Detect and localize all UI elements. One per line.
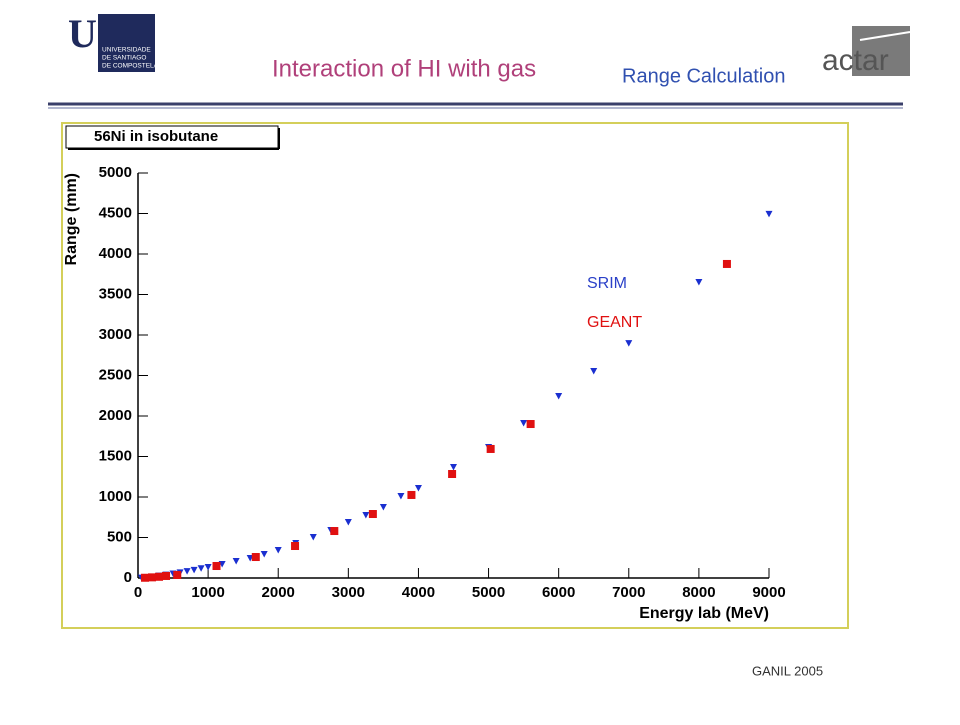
- data-point: [407, 490, 416, 499]
- data-point: [450, 464, 457, 471]
- usc-sub: UNIVERSIDADE: [102, 47, 151, 54]
- y-axis-title: Range (mm): [63, 173, 80, 265]
- data-point: [251, 553, 260, 562]
- data-point: [368, 510, 377, 519]
- data-point: [526, 420, 535, 429]
- data-point: [722, 259, 731, 268]
- data-point: [520, 419, 528, 427]
- chart-frame: [61, 122, 849, 629]
- x-tick-label: 3000: [332, 584, 365, 601]
- data-point: [555, 392, 563, 400]
- data-point: [260, 551, 268, 558]
- data-point: [155, 572, 164, 581]
- data-point: [291, 542, 300, 551]
- y-tick-label: 500: [107, 528, 132, 545]
- data-point: [362, 511, 370, 519]
- y-tick-label: 0: [124, 569, 132, 586]
- x-tick-label: 9000: [752, 584, 785, 601]
- y-tick-label: 4500: [99, 204, 132, 221]
- data-point: [414, 485, 422, 492]
- subtitle: Range Calculation: [622, 65, 785, 87]
- usc-box: [98, 14, 155, 72]
- legend-label: GEANT: [587, 314, 642, 331]
- data-point: [274, 546, 282, 554]
- data-point: [141, 573, 150, 582]
- y-tick-label: 1500: [99, 447, 132, 464]
- x-tick-label: 0: [134, 584, 142, 601]
- data-point: [309, 534, 317, 541]
- data-point: [448, 469, 457, 478]
- y-tick-label: 5000: [99, 164, 132, 181]
- data-point: [197, 565, 205, 572]
- data-point: [590, 368, 598, 375]
- data-point: [183, 568, 191, 575]
- y-tick-label: 2500: [99, 366, 132, 383]
- data-point: [330, 527, 339, 536]
- x-tick-label: 4000: [402, 584, 435, 601]
- data-point: [232, 557, 240, 565]
- data-point: [765, 210, 773, 218]
- x-tick-label: 8000: [682, 584, 715, 601]
- actar-logo: actar: [822, 26, 911, 77]
- actar-line: [859, 31, 911, 41]
- data-point: [625, 340, 633, 347]
- x-tick-label: 1000: [191, 584, 224, 601]
- y-tick-label: 3500: [99, 285, 132, 302]
- usc-sub: DE COMPOSTELA: [102, 63, 159, 70]
- y-tick-label: 2000: [99, 407, 132, 424]
- data-point: [190, 566, 198, 574]
- chart-title: 56Ni in isobutane: [94, 128, 218, 145]
- data-point: [344, 519, 352, 526]
- slide-title: Interaction of HI with gas: [272, 55, 536, 82]
- x-tick-label: 2000: [262, 584, 295, 601]
- y-tick-label: 3000: [99, 326, 132, 343]
- data-point: [204, 563, 212, 571]
- actar-text: actar: [822, 44, 889, 77]
- data-point: [162, 571, 171, 580]
- data-point: [148, 573, 157, 582]
- x-tick-label: 7000: [612, 584, 645, 601]
- usc-logo: USC UNIVERSIDADE DE SANTIAGO DE COMPOSTE…: [68, 11, 159, 72]
- y-tick-label: 1000: [99, 488, 132, 505]
- data-point: [379, 503, 387, 511]
- data-point: [397, 493, 405, 500]
- data-point: [695, 279, 703, 286]
- legend-label: SRIM: [587, 275, 627, 292]
- data-point: [173, 571, 182, 580]
- usc-sub: DE SANTIAGO: [102, 55, 146, 62]
- x-tick-label: 5000: [472, 584, 505, 601]
- data-point: [212, 562, 221, 571]
- y-tick-label: 4000: [99, 245, 132, 262]
- x-tick-label: 6000: [542, 584, 575, 601]
- x-axis-title: Energy lab (MeV): [639, 605, 769, 622]
- data-point: [486, 444, 495, 453]
- footer: GANIL 2005: [752, 663, 823, 678]
